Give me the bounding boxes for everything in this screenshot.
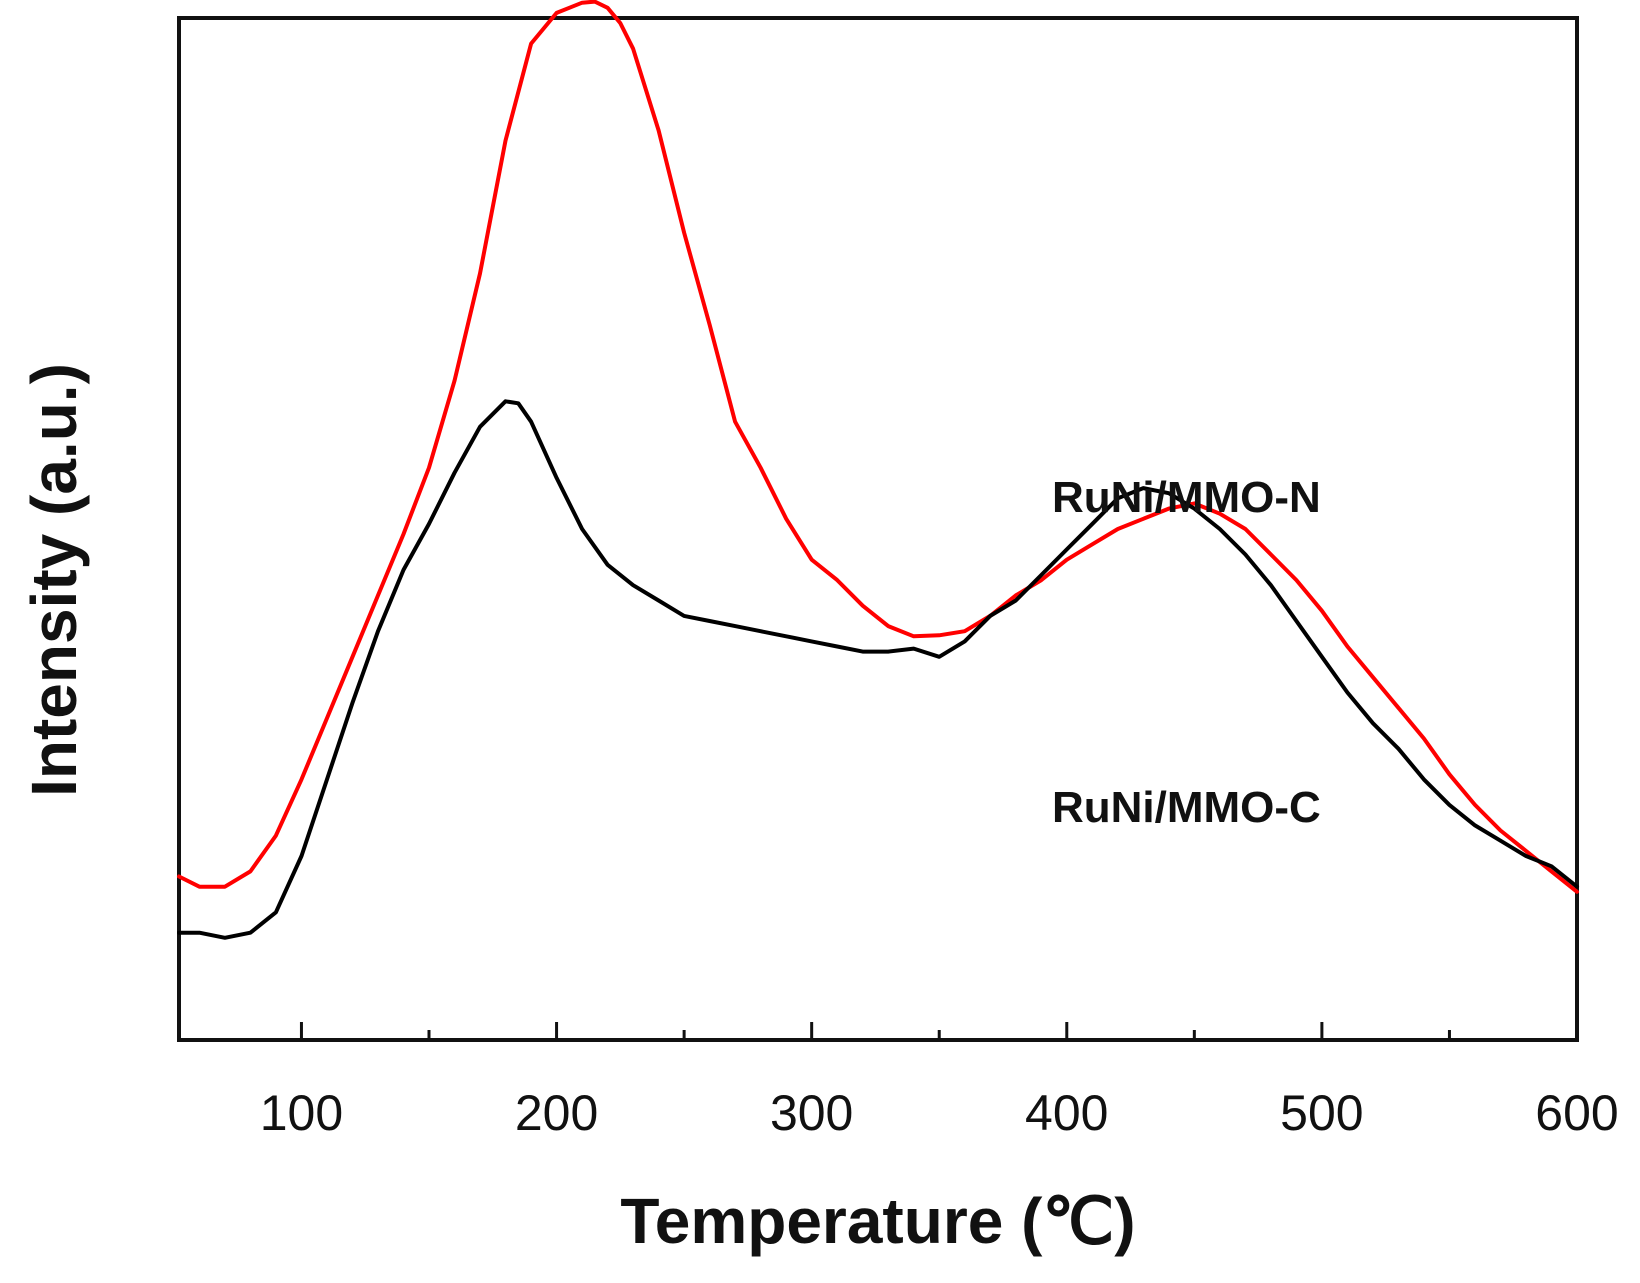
x-tick-label: 200 [515,1085,598,1141]
y-axis-title: Intensity (a.u.) [18,363,90,797]
x-tick-label: 400 [1025,1085,1108,1141]
x-axis-ticks [299,1022,1579,1040]
x-tick-label: 500 [1280,1085,1363,1141]
series-line-runi-mmo-n [177,0,1579,894]
plot-frame [177,16,1579,1042]
series-line-runi-mmo-c [177,399,1579,940]
x-axis-tick-labels: 100 200 300 400 500 600 [260,1085,1619,1141]
x-tick-label: 600 [1535,1085,1618,1141]
series-label-runi-mmo-n: RuNi/MMO-N [1052,473,1321,522]
x-tick-label: 100 [260,1085,343,1141]
series-lines [177,0,1579,940]
x-axis-title: Temperature (℃) [620,1185,1135,1257]
x-tick-label: 300 [770,1085,853,1141]
series-label-runi-mmo-c: RuNi/MMO-C [1052,783,1321,832]
